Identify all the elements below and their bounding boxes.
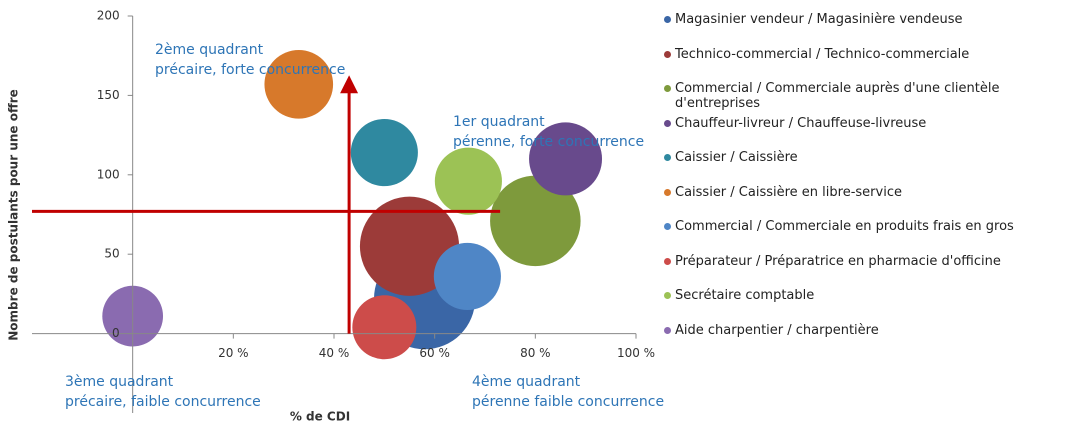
legend-item: Caissier / Caissière — [664, 150, 1074, 165]
legend-label: Caissier / Caissière — [675, 150, 798, 165]
legend-label: Secrétaire comptable — [675, 288, 815, 303]
legend-item: Commercial / Commerciale en produits fra… — [664, 219, 1074, 234]
legend-label: Commercial / Commerciale auprès d'une cl… — [675, 81, 1000, 111]
y-axis-title: Nombre de postulants pour une offre — [7, 89, 21, 340]
legend-label: Magasinier vendeur / Magasinière vendeus… — [675, 12, 963, 27]
annotation: précaire, forte concurrence — [155, 62, 345, 78]
legend-label: Préparateur / Préparatrice en pharmacie … — [675, 253, 1001, 269]
legend-marker — [664, 223, 671, 230]
legend-item: Chauffeur-livreur / Chauffeuse-livreuse — [664, 116, 1074, 131]
legend-label: Caissier / Caissière en libre-service — [675, 184, 902, 200]
bubble — [350, 119, 418, 187]
bubble — [434, 147, 502, 215]
legend-marker — [664, 85, 671, 92]
legend-marker — [664, 50, 671, 58]
x-tick-label: 60 % — [419, 346, 450, 360]
legend-item: Secrétaire comptable — [664, 288, 1074, 303]
x-tick-label: 80 % — [520, 346, 551, 360]
y-tick-label: 50 — [104, 247, 119, 261]
annotation: 4ème quadrant — [472, 374, 581, 390]
annotation: 3ème quadrant — [65, 374, 174, 390]
annotation: pérenne, forte concurrence — [453, 134, 644, 150]
y-tick-label: 0 — [112, 326, 120, 340]
legend-item: Magasinier vendeur / Magasinière vendeus… — [664, 12, 1074, 27]
x-tick-label: 20 % — [218, 346, 249, 360]
legend-marker — [664, 257, 671, 265]
legend-item: Aide charpentier / charpentière — [664, 323, 1074, 338]
legend-marker — [664, 119, 671, 127]
legend-label: Technico-commercial / Technico-commercia… — [675, 46, 970, 62]
y-tick-label: 200 — [97, 9, 120, 23]
bubble — [529, 122, 603, 196]
legend-item: Préparateur / Préparatrice en pharmacie … — [664, 254, 1074, 269]
legend-marker — [664, 326, 671, 334]
legend-marker — [664, 188, 671, 196]
annotation: 1er quadrant — [453, 114, 545, 130]
x-tick-label: 100 % — [617, 346, 655, 360]
y-tick-label: 100 — [97, 167, 120, 181]
legend-marker — [664, 154, 671, 161]
annotation: précaire, faible concurrence — [65, 394, 261, 410]
legend-label: Commercial / Commerciale en produits fra… — [675, 219, 1014, 234]
bubble — [433, 242, 501, 310]
bubble — [264, 49, 334, 119]
annotation: pérenne faible concurrence — [472, 394, 664, 410]
legend-marker — [664, 292, 671, 299]
legend-item: Commercial / Commerciale auprès d'une cl… — [664, 81, 1074, 111]
bubble — [490, 175, 581, 267]
legend-item: Technico-commercial / Technico-commercia… — [664, 47, 1074, 62]
annotation: 2ème quadrant — [155, 42, 264, 58]
y-tick-label: 150 — [97, 88, 120, 102]
legend-label: Aide charpentier / charpentière — [675, 322, 879, 338]
legend-item: Caissier / Caissière en libre-service — [664, 185, 1074, 200]
x-axis-title: % de CDI — [290, 410, 350, 424]
bubble — [352, 295, 417, 360]
x-tick-label: 40 % — [319, 346, 350, 360]
legend-label: Chauffeur-livreur / Chauffeuse-livreuse — [675, 115, 927, 131]
legend-marker — [664, 16, 671, 23]
